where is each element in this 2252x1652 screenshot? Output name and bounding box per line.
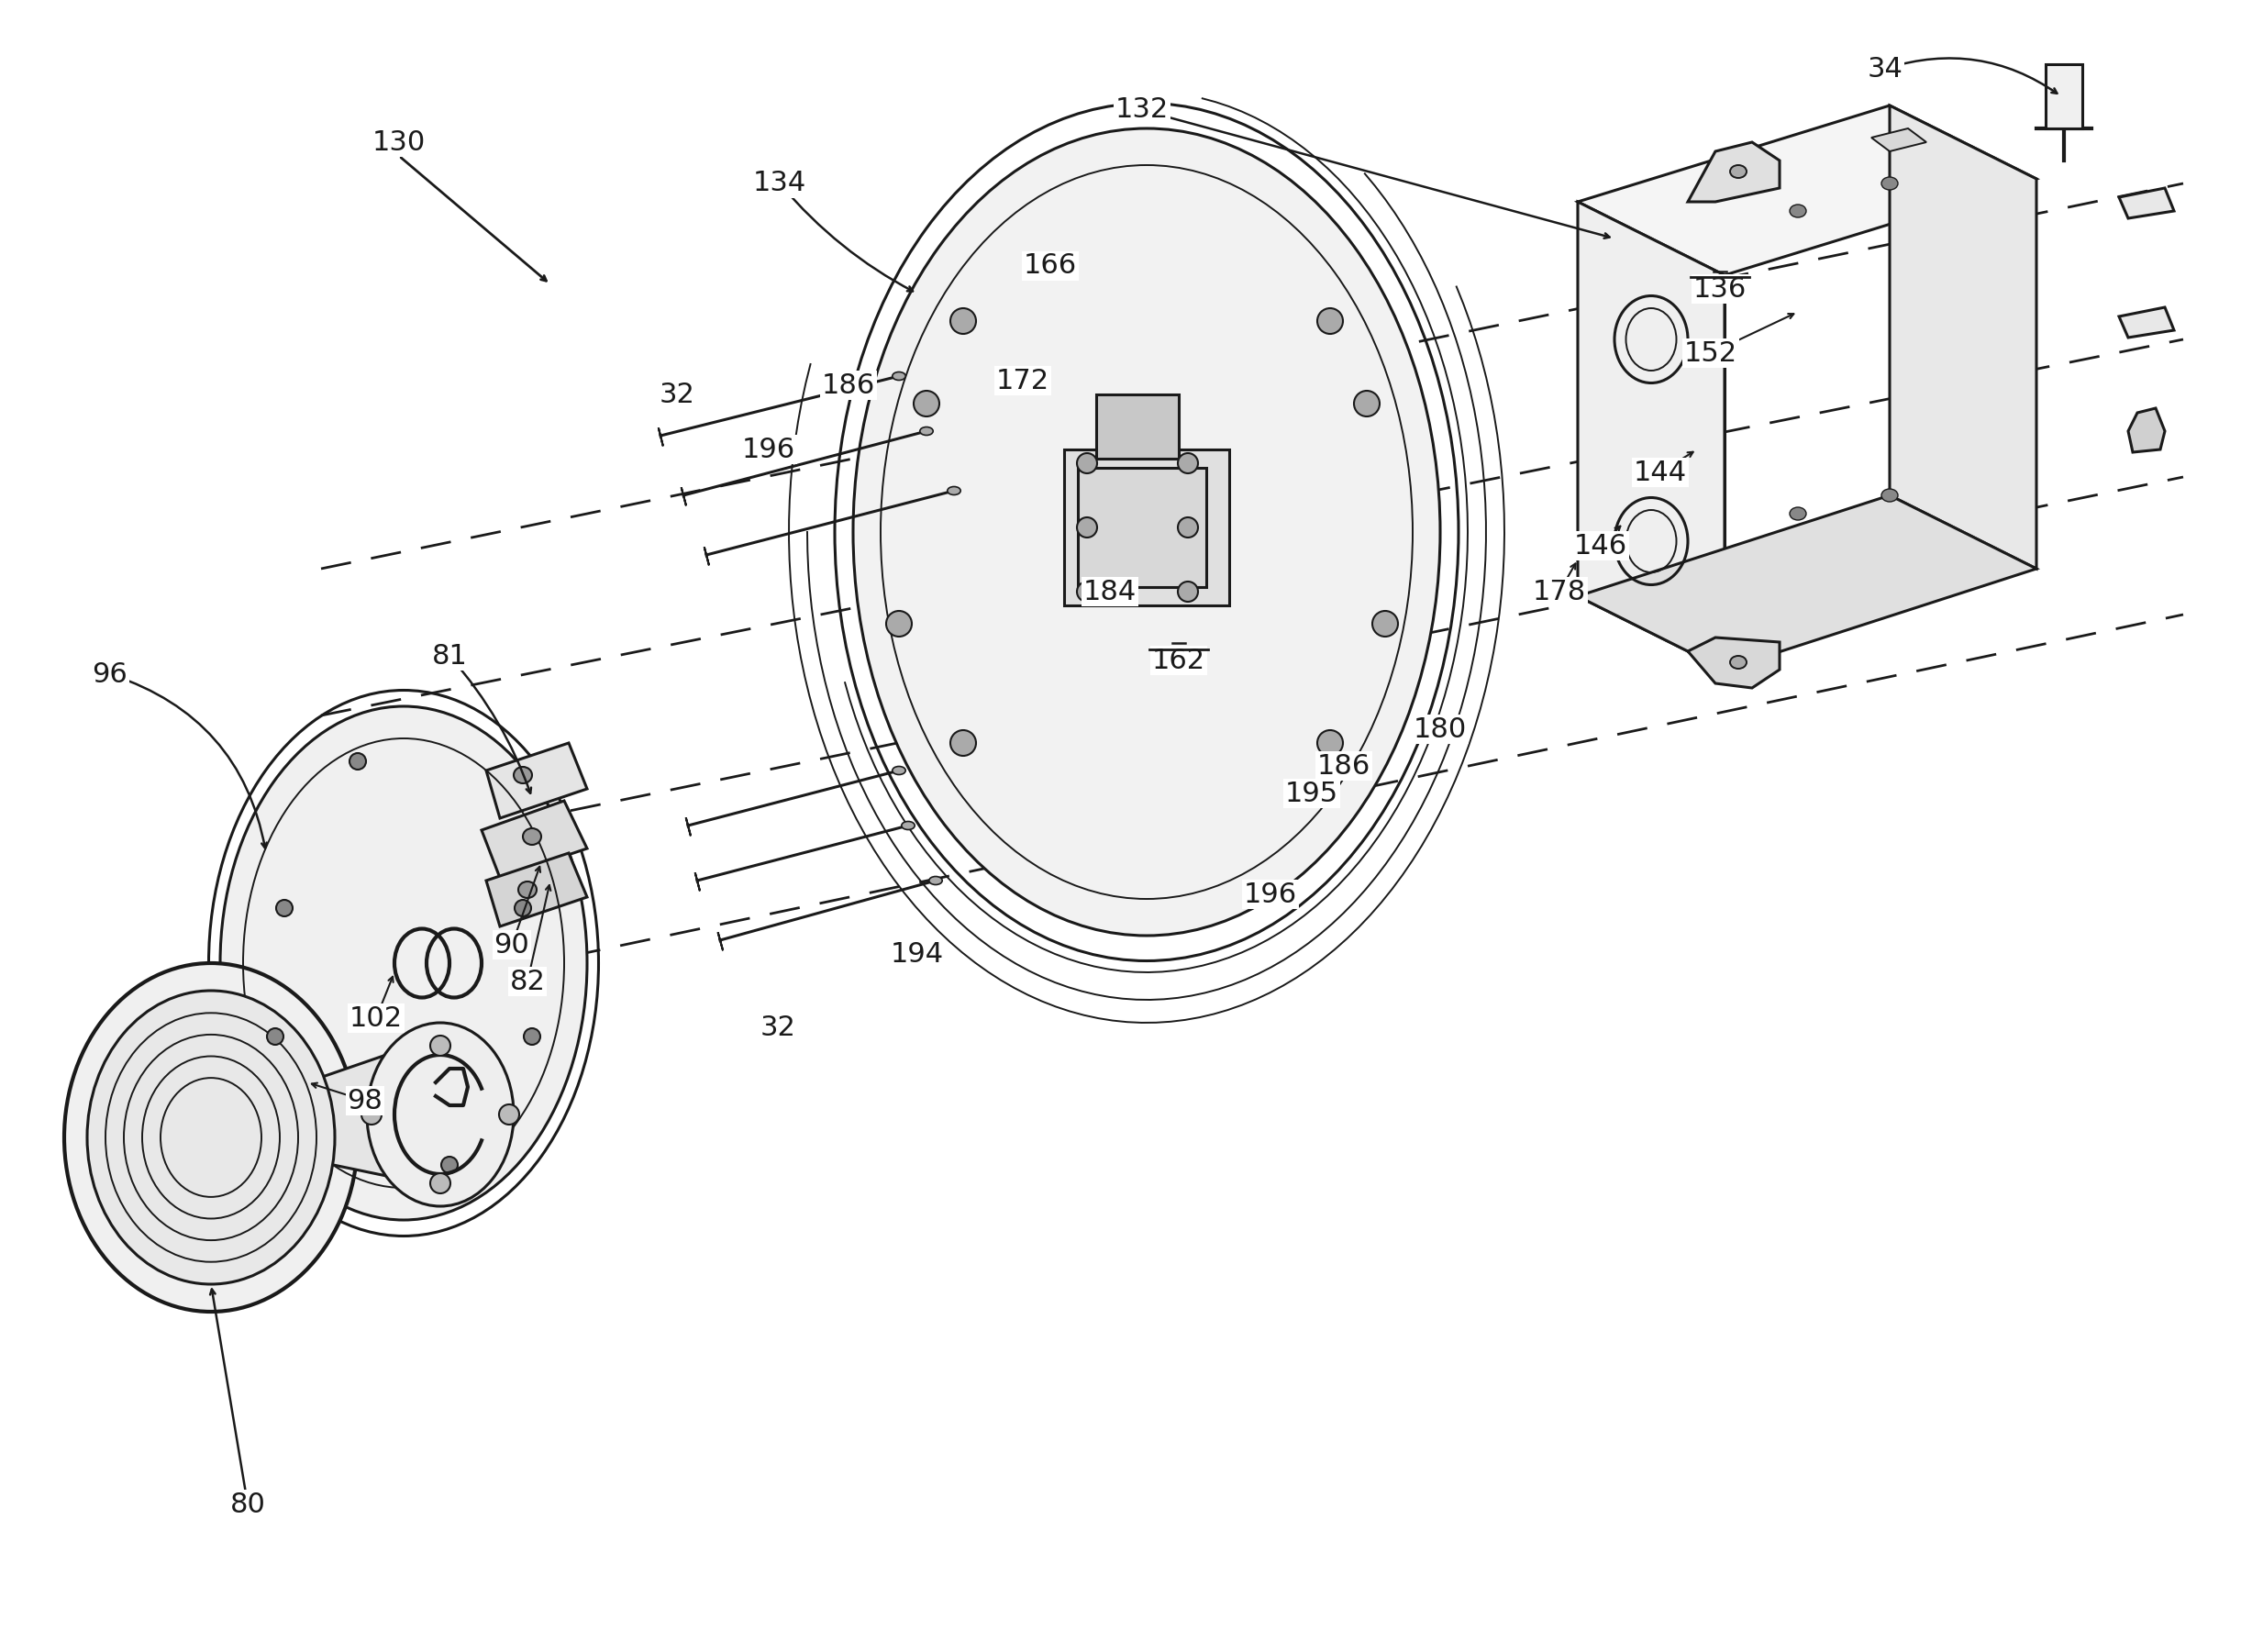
Polygon shape [1579,202,1725,669]
Ellipse shape [1880,489,1898,502]
Ellipse shape [221,707,588,1219]
Ellipse shape [1178,517,1198,537]
Ellipse shape [65,963,358,1312]
Ellipse shape [1730,165,1748,178]
Ellipse shape [500,1105,520,1125]
Ellipse shape [522,828,540,844]
Ellipse shape [950,309,975,334]
Text: 186: 186 [822,372,876,398]
Ellipse shape [1730,656,1748,669]
Polygon shape [682,487,687,506]
Ellipse shape [919,426,932,434]
Ellipse shape [1790,205,1806,218]
Ellipse shape [430,1173,450,1193]
Text: 81: 81 [432,643,468,669]
Ellipse shape [1076,517,1097,537]
Text: 34: 34 [1867,56,1903,83]
Polygon shape [1687,142,1779,202]
Text: 96: 96 [92,661,128,687]
Ellipse shape [1076,453,1097,474]
Text: 82: 82 [509,968,545,995]
Ellipse shape [930,877,941,885]
Text: 130: 130 [372,129,426,155]
Ellipse shape [1353,392,1380,416]
Ellipse shape [525,1028,540,1044]
Text: 166: 166 [1025,253,1076,279]
Polygon shape [1579,496,2036,669]
Ellipse shape [360,1105,381,1125]
Polygon shape [696,872,700,890]
Text: 162: 162 [1153,648,1205,674]
Ellipse shape [901,821,914,829]
Polygon shape [482,801,588,877]
Polygon shape [658,428,662,446]
Polygon shape [705,547,709,565]
Polygon shape [718,932,723,950]
Polygon shape [486,852,588,927]
Ellipse shape [1317,309,1342,334]
Polygon shape [486,743,588,818]
Ellipse shape [854,129,1441,935]
Text: 102: 102 [349,1004,403,1031]
Polygon shape [1079,468,1207,586]
Text: 32: 32 [761,1014,795,1041]
Ellipse shape [268,1028,284,1044]
Ellipse shape [516,900,531,917]
Polygon shape [1097,395,1178,459]
Polygon shape [2128,408,2164,453]
Ellipse shape [885,611,912,636]
Polygon shape [1871,129,1925,152]
Ellipse shape [88,991,336,1284]
Text: 196: 196 [1243,881,1297,907]
Text: 90: 90 [493,932,529,958]
Polygon shape [2045,64,2083,129]
Ellipse shape [367,1023,513,1206]
Text: 184: 184 [1083,578,1137,605]
Ellipse shape [950,730,975,757]
Ellipse shape [349,753,367,770]
Ellipse shape [1371,611,1398,636]
Text: 132: 132 [1115,97,1169,124]
Ellipse shape [1317,730,1342,757]
Polygon shape [2119,307,2173,337]
Ellipse shape [513,767,531,783]
Ellipse shape [1880,177,1898,190]
Text: 32: 32 [660,382,696,408]
Text: 180: 180 [1414,715,1466,742]
Ellipse shape [1076,582,1097,601]
Polygon shape [1889,106,2036,568]
Text: 186: 186 [1317,753,1371,780]
Polygon shape [279,1046,421,1183]
Ellipse shape [430,1036,450,1056]
Text: 172: 172 [995,367,1049,393]
Text: 98: 98 [347,1087,383,1113]
Ellipse shape [1178,582,1198,601]
Text: 195: 195 [1286,780,1338,806]
Ellipse shape [948,487,962,496]
Polygon shape [1065,449,1230,605]
Text: 194: 194 [890,940,944,968]
Polygon shape [1687,638,1779,687]
Polygon shape [687,818,691,836]
Polygon shape [2119,188,2173,218]
Text: 144: 144 [1633,459,1687,486]
Ellipse shape [1178,453,1198,474]
Ellipse shape [441,1156,457,1173]
Text: 134: 134 [752,170,806,197]
Text: 152: 152 [1684,340,1739,367]
Ellipse shape [892,767,905,775]
Text: 146: 146 [1574,532,1628,558]
Ellipse shape [518,882,536,899]
Polygon shape [1579,106,2036,276]
Text: 178: 178 [1534,578,1585,605]
Ellipse shape [892,372,905,380]
Ellipse shape [1790,507,1806,520]
Text: 136: 136 [1694,276,1748,302]
Text: 196: 196 [743,436,795,463]
Ellipse shape [914,392,939,416]
Text: 80: 80 [230,1492,266,1518]
Ellipse shape [277,900,293,917]
